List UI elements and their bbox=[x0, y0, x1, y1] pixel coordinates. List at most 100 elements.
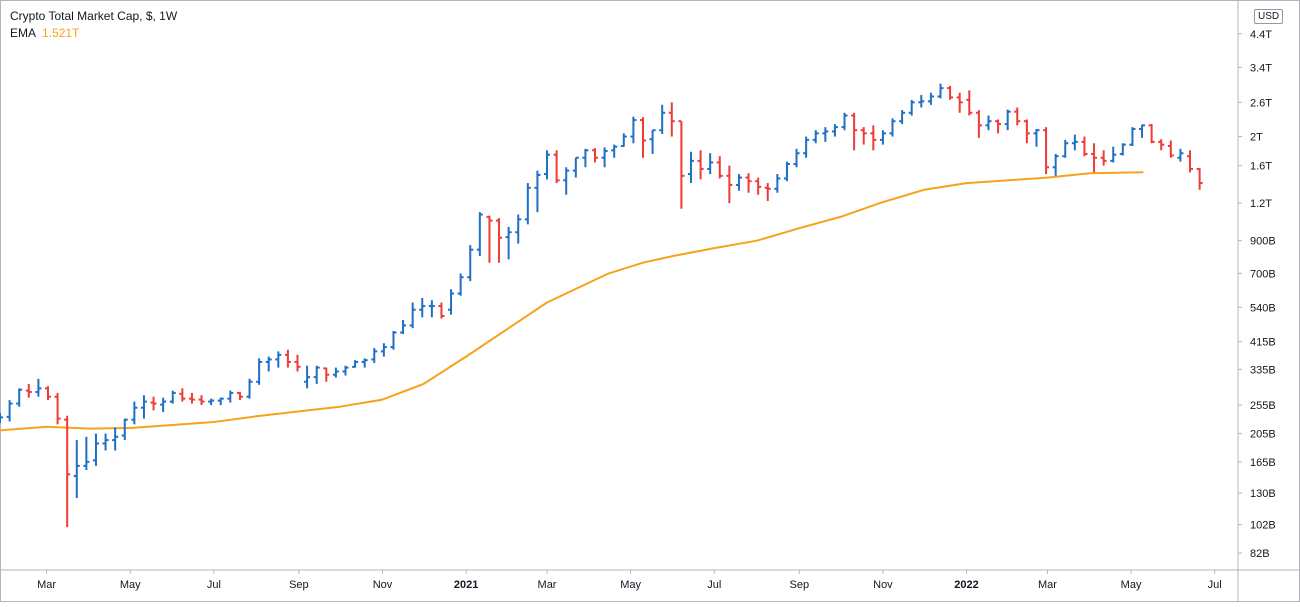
price-tick-label: 700B bbox=[1250, 268, 1276, 280]
ohlc-bar bbox=[476, 212, 483, 257]
ohlc-bar bbox=[467, 245, 474, 282]
ohlc-bar bbox=[937, 83, 944, 99]
ohlc-bar bbox=[592, 148, 599, 163]
time-tick-label: Sep bbox=[789, 579, 809, 591]
ohlc-bar bbox=[361, 358, 368, 368]
ema-line bbox=[0, 171, 1144, 432]
ohlc-bar bbox=[1033, 128, 1040, 147]
ohlc-bar bbox=[390, 331, 397, 350]
time-tick-label: 2021 bbox=[454, 579, 478, 591]
ohlc-bar bbox=[1187, 150, 1194, 173]
time-tick-label: 2022 bbox=[954, 579, 978, 591]
ohlc-bar bbox=[198, 395, 205, 406]
currency-badge[interactable]: USD bbox=[1254, 9, 1284, 24]
ohlc-bar bbox=[457, 273, 464, 296]
ohlc-bar bbox=[131, 401, 138, 425]
ohlc-bar bbox=[1052, 153, 1059, 176]
ohlc-bar bbox=[908, 99, 915, 116]
ohlc-bar bbox=[851, 112, 858, 151]
price-tick-label: 165B bbox=[1250, 457, 1276, 469]
ohlc-bar bbox=[448, 289, 455, 315]
ohlc-bar bbox=[1071, 134, 1078, 151]
ohlc-bar bbox=[0, 413, 3, 424]
ohlc-bar bbox=[256, 358, 263, 385]
ohlc-bar bbox=[803, 136, 810, 158]
ohlc-bar bbox=[899, 110, 906, 125]
ohlc-bar bbox=[572, 156, 579, 178]
ohlc-bar bbox=[236, 391, 243, 401]
ohlc-bar bbox=[774, 174, 781, 193]
ohlc-bar bbox=[400, 319, 407, 334]
ohlc-bar bbox=[6, 400, 13, 422]
ohlc-bar bbox=[716, 156, 723, 179]
ohlc-bar bbox=[227, 390, 234, 403]
ohlc-bar bbox=[1196, 167, 1203, 190]
ohlc-bar bbox=[745, 173, 752, 193]
ohlc-bar bbox=[1100, 150, 1107, 166]
ohlc-bar bbox=[438, 302, 445, 319]
price-tick-label: 2T bbox=[1250, 132, 1263, 144]
ohlc-bar bbox=[995, 119, 1002, 134]
ohlc-bar bbox=[1110, 146, 1117, 163]
ohlc-bar bbox=[1091, 143, 1098, 173]
ohlc-bar bbox=[371, 348, 378, 364]
ohlc-bar bbox=[44, 386, 51, 401]
ohlc-bar bbox=[160, 397, 167, 412]
ohlc-bar bbox=[1177, 148, 1184, 162]
ema-value: 1.521T bbox=[42, 26, 80, 40]
ohlc-bar bbox=[92, 433, 99, 466]
ohlc-bar bbox=[764, 183, 771, 202]
ema-legend: EMA 1.521T bbox=[10, 25, 177, 42]
time-tick-label: Jul bbox=[207, 579, 221, 591]
ohlc-bar bbox=[947, 85, 954, 100]
time-tick-label: Mar bbox=[538, 579, 557, 591]
ohlc-bar bbox=[54, 392, 61, 425]
ohlc-bar bbox=[515, 214, 522, 244]
ohlc-bar bbox=[1062, 139, 1069, 158]
ohlc-bar bbox=[1023, 119, 1030, 144]
price-tick-label: 3.4T bbox=[1250, 62, 1272, 74]
ohlc-bar bbox=[611, 144, 618, 158]
ohlc-bar bbox=[342, 365, 349, 376]
ohlc-bar bbox=[1081, 136, 1088, 157]
ohlc-bar bbox=[534, 170, 541, 213]
ohlc-bar bbox=[275, 351, 282, 368]
ohlc-bar bbox=[179, 388, 186, 402]
ohlc-bar bbox=[1043, 127, 1050, 175]
ohlc-bar bbox=[380, 343, 387, 357]
ohlc-bar bbox=[601, 147, 608, 168]
ohlc-bar bbox=[25, 383, 32, 398]
ohlc-bar bbox=[841, 112, 848, 131]
ohlc-bar bbox=[284, 349, 291, 368]
ohlc-bar bbox=[620, 133, 627, 148]
ohlc-bar bbox=[265, 356, 272, 372]
ohlc-bar bbox=[102, 433, 109, 451]
ohlc-bar bbox=[73, 440, 80, 499]
ohlc-bar bbox=[639, 117, 646, 158]
ohlc-bar bbox=[544, 150, 551, 180]
ohlc-bar bbox=[188, 392, 195, 404]
ohlc-bar bbox=[112, 427, 119, 451]
ohlc-bar bbox=[687, 151, 694, 184]
price-tick-label: 4.4T bbox=[1250, 29, 1272, 41]
ohlc-bar bbox=[860, 127, 867, 145]
ohlc-bar bbox=[630, 116, 637, 144]
ohlc-bar bbox=[505, 226, 512, 260]
ohlc-bar bbox=[563, 167, 570, 195]
ema-label: EMA bbox=[10, 26, 37, 40]
ohlc-bar bbox=[831, 124, 838, 137]
price-tick-label: 82B bbox=[1250, 548, 1270, 560]
chart-title: Crypto Total Market Cap, $, 1W bbox=[10, 9, 178, 23]
price-tick-label: 205B bbox=[1250, 429, 1276, 441]
ohlc-bar bbox=[246, 378, 253, 399]
ohlc-bar bbox=[582, 148, 589, 168]
ohlc-bar bbox=[486, 215, 493, 263]
ohlc-bar bbox=[889, 118, 896, 137]
time-tick-label: Nov bbox=[873, 579, 893, 591]
time-tick-label: May bbox=[120, 579, 141, 591]
ohlc-bar bbox=[870, 125, 877, 151]
price-tick-label: 255B bbox=[1250, 400, 1276, 412]
chart-legend: Crypto Total Market Cap, $, 1W EMA 1.521T bbox=[10, 8, 177, 42]
